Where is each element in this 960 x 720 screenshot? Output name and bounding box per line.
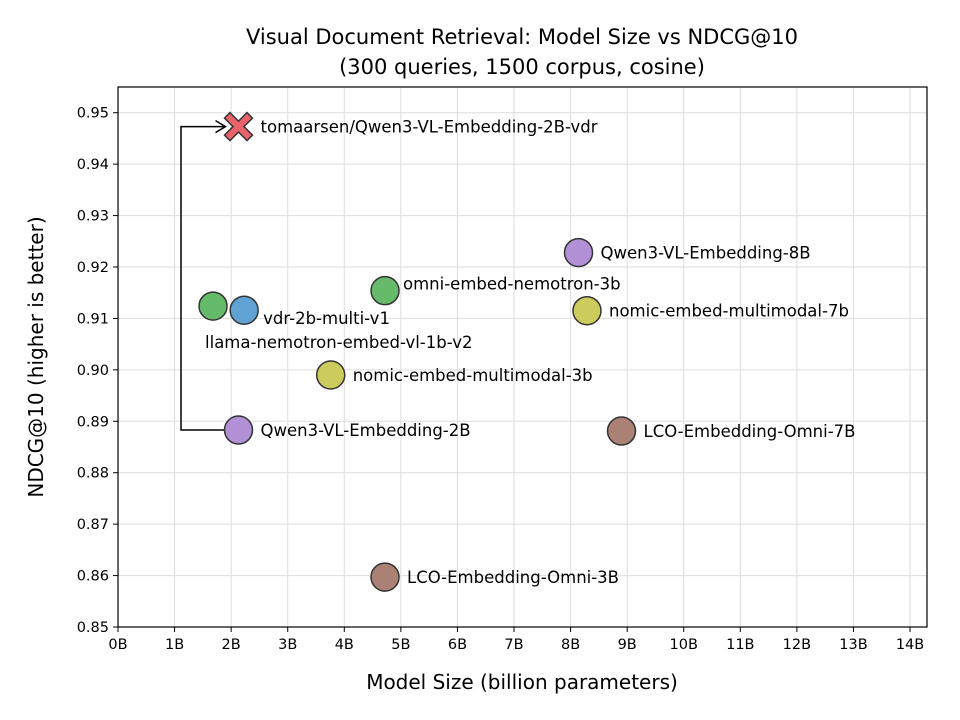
data-point: nomic-embed-multimodal-7b — [572, 295, 849, 326]
data-point: vdr-2b-multi-v1 — [229, 295, 390, 328]
y-tick-label: 0.90 — [77, 363, 109, 379]
y-tick-label: 0.91 — [77, 311, 109, 327]
data-point: LCO-Embedding-Omni-3B — [370, 562, 619, 592]
y-tick-label: 0.85 — [77, 620, 109, 636]
x-tick-label: 1B — [165, 637, 184, 653]
x-marker — [223, 111, 254, 142]
arrow-head — [215, 119, 227, 134]
point-label: nomic-embed-multimodal-3b — [353, 366, 593, 385]
data-points: tomaarsen/Qwen3-VL-Embedding-2B-vdr Qwen3… — [198, 111, 856, 592]
point-label: nomic-embed-multimodal-7b — [609, 302, 849, 321]
chart-subtitle: (300 queries, 1500 corpus, cosine) — [339, 55, 705, 79]
chart-title: Visual Document Retrieval: Model Size vs… — [246, 25, 798, 49]
x-tick-label: 10B — [670, 637, 698, 653]
x-tick-label: 0B — [108, 637, 127, 653]
circle-marker — [315, 360, 346, 390]
circle-marker — [606, 416, 637, 446]
data-point: tomaarsen/Qwen3-VL-Embedding-2B-vdr — [223, 111, 598, 142]
data-point: LCO-Embedding-Omni-7B — [606, 416, 856, 446]
point-label: LCO-Embedding-Omni-3B — [407, 568, 619, 587]
circle-marker — [563, 237, 594, 268]
circle-marker — [572, 295, 602, 326]
annotation-arrow — [180, 119, 227, 431]
arrow-line — [180, 125, 227, 431]
y-axis-ticks: 0.85 0.86 0.87 0.88 0.89 0.90 0.91 0.92 0.93 0.94… — [77, 106, 118, 636]
x-tick-label: 3B — [278, 637, 297, 653]
x-tick-label: 4B — [335, 637, 354, 653]
grid — [117, 87, 927, 628]
y-tick-label: 0.95 — [77, 106, 109, 122]
y-tick-label: 0.92 — [77, 260, 109, 276]
x-tick-label: 2B — [222, 637, 241, 653]
y-tick-label: 0.86 — [77, 569, 109, 585]
point-label: omni-embed-nemotron-3b — [403, 275, 621, 294]
data-point: nomic-embed-multimodal-3b — [315, 360, 593, 390]
y-tick-label: 0.88 — [77, 466, 109, 482]
x-tick-label: 6B — [448, 637, 467, 653]
point-label: Qwen3-VL-Embedding-8B — [601, 244, 811, 263]
y-tick-label: 0.87 — [77, 517, 109, 533]
plot-frame — [117, 86, 928, 628]
y-axis-label: NDCG@10 (higher is better) — [24, 216, 48, 497]
x-axis-ticks: 0B 1B 2B 3B 4B 5B 6B 7B 8B 9B 10B 11B 12B 13B 14B — [108, 627, 924, 653]
point-label: LCO-Embedding-Omni-7B — [644, 422, 856, 441]
y-tick-label: 0.93 — [77, 209, 109, 225]
point-label: tomaarsen/Qwen3-VL-Embedding-2B-vdr — [261, 118, 598, 137]
data-point: llama-nemotron-embed-vl-1b-v2 — [198, 291, 473, 352]
data-point: Qwen3-VL-Embedding-8B — [563, 237, 811, 268]
circle-marker — [223, 415, 254, 445]
x-tick-label: 8B — [561, 637, 580, 653]
x-tick-label: 13B — [839, 637, 867, 653]
data-point: Qwen3-VL-Embedding-2B — [223, 415, 471, 445]
circle-marker — [229, 295, 259, 325]
x-tick-label: 9B — [618, 637, 637, 653]
x-tick-label: 5B — [391, 637, 410, 653]
x-tick-label: 7B — [504, 637, 523, 653]
x-tick-label: 14B — [896, 637, 924, 653]
point-label: Qwen3-VL-Embedding-2B — [261, 421, 471, 440]
circle-marker — [198, 291, 228, 321]
y-tick-label: 0.89 — [77, 414, 109, 430]
point-label: llama-nemotron-embed-vl-1b-v2 — [205, 333, 472, 352]
x-tick-label: 11B — [726, 637, 754, 653]
x-axis-label: Model Size (billion parameters) — [366, 670, 678, 694]
circle-marker — [370, 562, 400, 592]
y-tick-label: 0.94 — [77, 157, 109, 173]
point-label: vdr-2b-multi-v1 — [263, 309, 390, 328]
circle-marker — [370, 275, 400, 306]
data-point: omni-embed-nemotron-3b — [370, 275, 621, 306]
x-tick-label: 12B — [783, 637, 811, 653]
